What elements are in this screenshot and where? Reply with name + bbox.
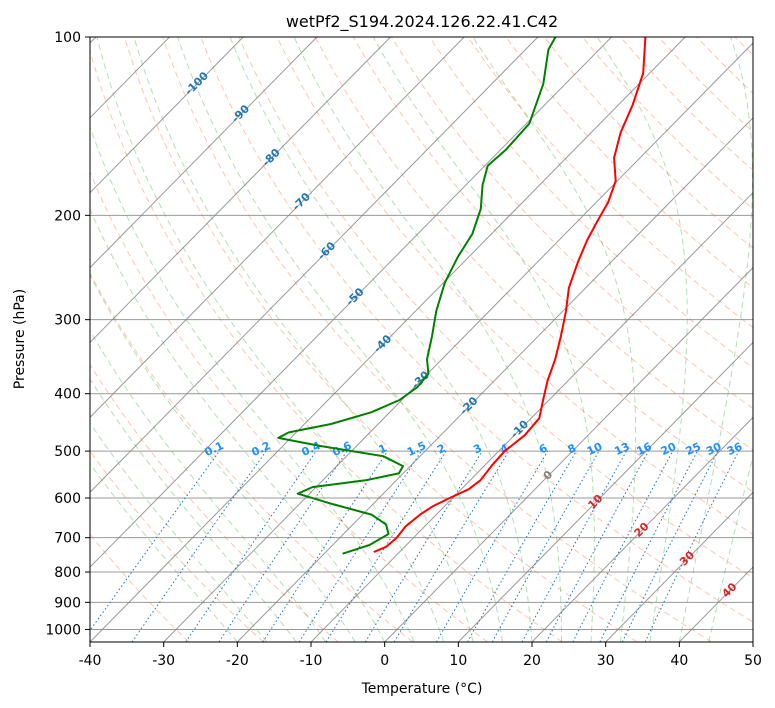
moist-adiabat [229, 37, 533, 642]
mixing-ratio-line [521, 450, 627, 642]
mixing-ratio-label: 20 [659, 440, 679, 458]
x-tick-label: 40 [670, 653, 688, 669]
y-tick-label: 800 [54, 565, 81, 581]
moist-adiabat [372, 37, 595, 642]
dry-adiabat [429, 37, 753, 369]
x-tick-label: 0 [380, 653, 389, 669]
moist-adiabat [133, 37, 474, 642]
x-axis-label: Temperature (°C) [361, 681, 483, 697]
isotherm-line [90, 37, 244, 194]
dry-adiabat [162, 37, 712, 642]
y-tick-label: 900 [54, 595, 81, 611]
plot-frame [89, 36, 754, 643]
dry-adiabat [352, 37, 753, 451]
moist-adiabat [90, 329, 327, 642]
isotherm-line [90, 37, 686, 642]
moist-adiabat [177, 37, 503, 642]
x-tick-label: -40 [79, 653, 102, 669]
moist-adiabat [596, 37, 688, 642]
mixing-ratio-label: 25 [684, 440, 703, 458]
dry-adiabat [314, 37, 753, 493]
moist-adiabat [90, 378, 297, 642]
moist-adiabat [90, 208, 386, 642]
y-tick-label: 400 [54, 387, 81, 403]
isotherm-line [163, 42, 753, 642]
dry-adiabat [123, 37, 638, 642]
moist-adiabat [472, 37, 637, 642]
moist-adiabat [90, 273, 356, 642]
mixing-ratio-line [90, 450, 220, 632]
moist-adiabat [96, 37, 445, 642]
dry-adiabat [90, 363, 339, 642]
x-tick-label: -10 [300, 653, 323, 669]
isotherm-line [90, 37, 318, 269]
dry-adiabat [90, 48, 563, 642]
dry-adiabat [467, 37, 753, 329]
x-tick-label: 50 [744, 653, 762, 669]
temperature-profile [373, 37, 647, 553]
moist-adiabat [708, 454, 753, 642]
y-tick-label: 300 [54, 313, 81, 329]
y-tick-label: 100 [54, 30, 81, 46]
mixing-ratio-label: 16 [635, 440, 655, 458]
isotherm-line [90, 37, 539, 493]
x-tick-label: 10 [449, 653, 467, 669]
mixing-ratio-line [185, 450, 317, 642]
y-tick-label: 700 [54, 531, 81, 547]
isotherm-line [531, 416, 753, 642]
y-axis: 100 200 300 400 500 600 700 800 900 1000 [45, 30, 90, 638]
isotherm-line [605, 491, 753, 642]
isotherm-line [457, 341, 753, 642]
isotherm-line [384, 266, 753, 642]
moist-adiabat [293, 37, 562, 642]
moist-adiabat [678, 37, 753, 642]
x-tick-label: 30 [597, 653, 615, 669]
mixing-ratio-line [131, 450, 267, 642]
dry-adiabat [391, 37, 753, 410]
isotherm-line [236, 117, 753, 642]
isotherm-line [90, 37, 465, 419]
y-tick-label: 500 [54, 444, 81, 460]
isotherm-line [90, 37, 612, 568]
dry-adiabat [200, 37, 753, 623]
dry-adiabat [90, 170, 488, 642]
mixing-ratio-line [491, 450, 600, 642]
x-tick-label: -20 [226, 653, 249, 669]
mixing-ratio-line [262, 450, 389, 642]
x-tick-label: 20 [523, 653, 541, 669]
chart-title: wetPf2_S194.2024.126.22.41.C42 [286, 12, 558, 32]
mixing-ratio-label: 30 [704, 440, 724, 458]
y-tick-label: 600 [54, 491, 81, 507]
isotherm-line [310, 192, 753, 642]
mixing-ratio-line [218, 450, 348, 642]
mixing-ratio-line [545, 450, 649, 642]
moist-adiabat [90, 462, 238, 642]
mixing-ratio-label: 36 [725, 440, 745, 458]
mixing-ratio-line [298, 450, 422, 642]
mixing-ratio-label: 10 [585, 440, 605, 458]
moist-adiabat [90, 422, 268, 642]
y-tick-label: 1000 [45, 622, 81, 638]
isotherm-line [90, 37, 391, 344]
x-axis: -40 -30 -20 -10 0 10 20 30 40 50 [79, 642, 762, 669]
mixing-ratio-line [599, 450, 698, 642]
y-axis-label: Pressure (hPa) [12, 289, 28, 389]
dry-adiabat [238, 37, 753, 579]
dewpoint-profile [277, 37, 557, 555]
y-tick-label: 200 [54, 208, 81, 224]
mixing-ratio-line [621, 450, 719, 642]
mixing-ratio-label: 13 [612, 440, 631, 458]
mixing-ratio-line [644, 450, 740, 642]
x-tick-label: -30 [152, 653, 175, 669]
dry-adiabat [90, 450, 264, 642]
